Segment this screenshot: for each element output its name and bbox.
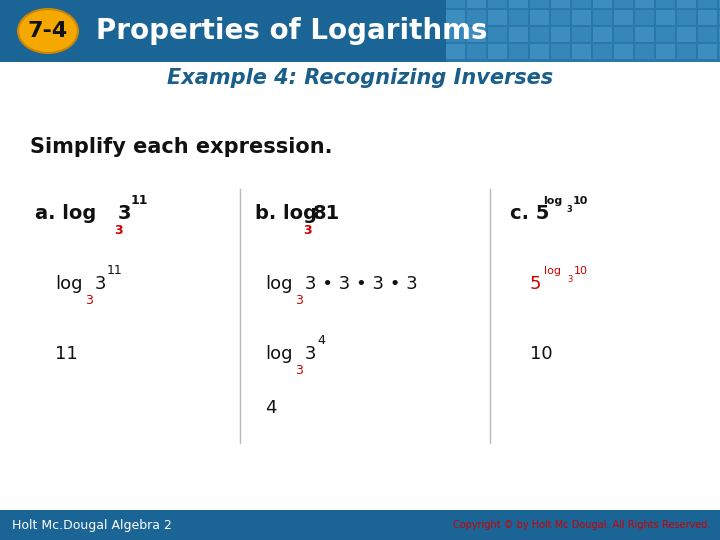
Text: 3: 3 bbox=[114, 224, 123, 237]
Bar bbox=[698, 10, 717, 25]
Bar bbox=[488, 10, 508, 25]
Bar bbox=[446, 0, 465, 8]
Text: 10: 10 bbox=[573, 195, 588, 206]
Text: Simplify each expression.: Simplify each expression. bbox=[30, 137, 333, 157]
Bar bbox=[467, 0, 487, 8]
Text: c. 5: c. 5 bbox=[510, 204, 549, 222]
Text: 3: 3 bbox=[295, 294, 303, 307]
Bar bbox=[531, 44, 549, 59]
Bar bbox=[572, 0, 591, 8]
Bar bbox=[467, 44, 487, 59]
Bar bbox=[698, 0, 717, 8]
Bar bbox=[510, 10, 528, 25]
Bar bbox=[0, 510, 720, 540]
Bar bbox=[678, 0, 696, 8]
Text: a. log: a. log bbox=[35, 204, 96, 222]
Bar bbox=[614, 44, 634, 59]
Text: Copyright © by Holt Mc Dougal. All Rights Reserved.: Copyright © by Holt Mc Dougal. All Right… bbox=[453, 520, 710, 530]
Text: 3: 3 bbox=[305, 345, 317, 363]
Bar bbox=[510, 0, 528, 8]
Text: 4: 4 bbox=[317, 334, 325, 347]
Text: log: log bbox=[265, 345, 292, 363]
Bar bbox=[678, 10, 696, 25]
Bar bbox=[552, 0, 570, 8]
Bar bbox=[446, 44, 465, 59]
Bar bbox=[572, 27, 591, 42]
Bar bbox=[488, 0, 508, 8]
Bar bbox=[552, 27, 570, 42]
Text: 7-4: 7-4 bbox=[28, 21, 68, 41]
Bar bbox=[552, 44, 570, 59]
Text: Properties of Logarithms: Properties of Logarithms bbox=[96, 17, 487, 45]
Bar bbox=[531, 27, 549, 42]
Bar bbox=[446, 10, 465, 25]
Ellipse shape bbox=[18, 9, 78, 53]
Text: Holt Mc.Dougal Algebra 2: Holt Mc.Dougal Algebra 2 bbox=[12, 518, 172, 531]
Bar bbox=[552, 10, 570, 25]
Bar bbox=[635, 0, 654, 8]
Bar bbox=[635, 27, 654, 42]
Bar bbox=[531, 10, 549, 25]
Text: log: log bbox=[543, 195, 562, 206]
Text: 5: 5 bbox=[530, 275, 541, 293]
Bar bbox=[635, 44, 654, 59]
Bar bbox=[593, 27, 613, 42]
Bar bbox=[698, 27, 717, 42]
Bar bbox=[531, 0, 549, 8]
Text: log: log bbox=[55, 275, 83, 293]
Bar bbox=[572, 10, 591, 25]
Bar bbox=[657, 10, 675, 25]
Bar bbox=[678, 27, 696, 42]
Text: 3: 3 bbox=[85, 294, 93, 307]
Bar bbox=[467, 27, 487, 42]
Text: 11: 11 bbox=[131, 193, 148, 207]
Text: 3: 3 bbox=[566, 205, 572, 214]
Bar bbox=[635, 10, 654, 25]
Text: 3: 3 bbox=[567, 275, 572, 285]
Text: 3 • 3 • 3 • 3: 3 • 3 • 3 • 3 bbox=[305, 275, 418, 293]
Text: 3: 3 bbox=[303, 224, 312, 237]
Bar bbox=[510, 44, 528, 59]
Bar bbox=[657, 27, 675, 42]
Bar bbox=[0, 0, 720, 62]
Text: 10: 10 bbox=[530, 345, 553, 363]
Text: b. log: b. log bbox=[255, 204, 317, 222]
Bar bbox=[467, 10, 487, 25]
Text: 4: 4 bbox=[265, 399, 276, 417]
Bar bbox=[488, 44, 508, 59]
Text: 3: 3 bbox=[95, 275, 107, 293]
Bar bbox=[614, 0, 634, 8]
Text: 10: 10 bbox=[574, 266, 588, 276]
Text: 11: 11 bbox=[55, 345, 78, 363]
Bar bbox=[446, 0, 720, 62]
Text: Example 4: Recognizing Inverses: Example 4: Recognizing Inverses bbox=[167, 68, 553, 89]
Text: 3: 3 bbox=[295, 364, 303, 377]
Bar bbox=[510, 27, 528, 42]
Text: log: log bbox=[265, 275, 292, 293]
Bar bbox=[593, 10, 613, 25]
Bar bbox=[488, 27, 508, 42]
Bar bbox=[614, 27, 634, 42]
Bar bbox=[657, 0, 675, 8]
Text: log: log bbox=[544, 266, 561, 276]
Bar bbox=[678, 44, 696, 59]
Bar bbox=[593, 0, 613, 8]
Bar bbox=[657, 44, 675, 59]
Bar bbox=[593, 44, 613, 59]
Text: 11: 11 bbox=[107, 264, 122, 277]
Bar bbox=[446, 27, 465, 42]
Bar bbox=[614, 10, 634, 25]
Bar bbox=[572, 44, 591, 59]
Text: 3: 3 bbox=[118, 204, 132, 222]
Bar bbox=[698, 44, 717, 59]
Text: 81: 81 bbox=[313, 204, 341, 222]
